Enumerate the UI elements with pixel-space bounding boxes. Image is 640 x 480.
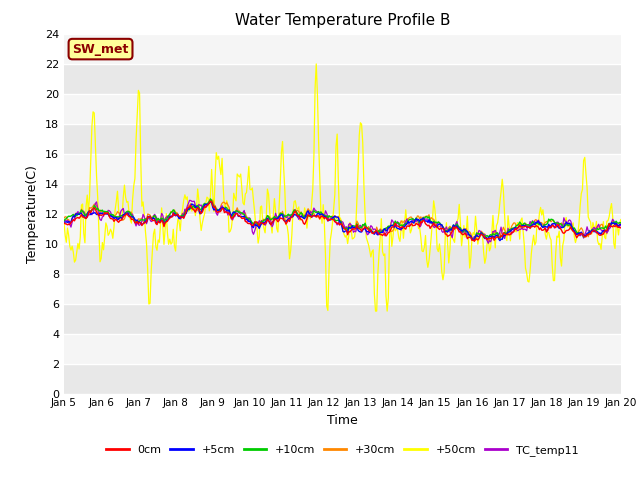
Bar bbox=[64, 243, 621, 274]
Bar bbox=[64, 364, 621, 394]
Bar bbox=[64, 334, 621, 364]
Bar bbox=[64, 63, 621, 94]
Bar bbox=[64, 94, 621, 123]
Bar bbox=[64, 123, 621, 154]
Legend: 0cm, +5cm, +10cm, +30cm, +50cm, TC_temp11: 0cm, +5cm, +10cm, +30cm, +50cm, TC_temp1… bbox=[102, 440, 583, 460]
Bar bbox=[64, 34, 621, 63]
Text: SW_met: SW_met bbox=[72, 43, 129, 56]
Y-axis label: Temperature(C): Temperature(C) bbox=[26, 165, 39, 263]
Title: Water Temperature Profile B: Water Temperature Profile B bbox=[235, 13, 450, 28]
Bar bbox=[64, 154, 621, 183]
X-axis label: Time: Time bbox=[327, 414, 358, 427]
Bar bbox=[64, 303, 621, 334]
Bar bbox=[64, 214, 621, 243]
Bar bbox=[64, 183, 621, 214]
Bar bbox=[64, 274, 621, 303]
